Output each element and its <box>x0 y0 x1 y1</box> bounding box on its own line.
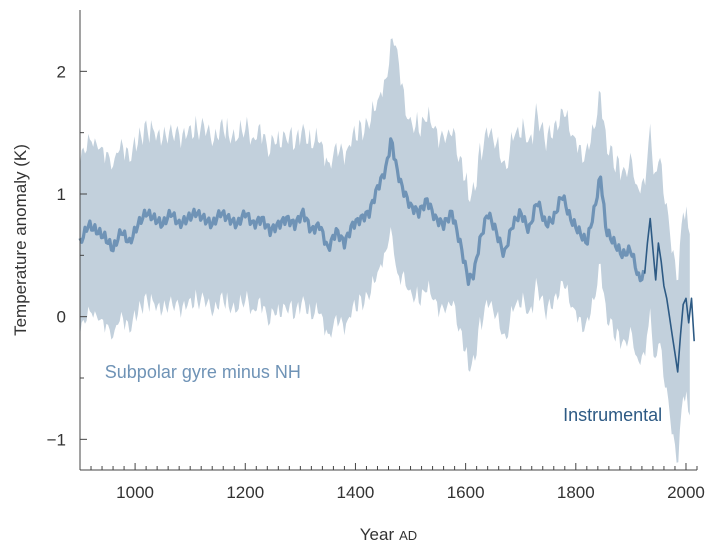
x-tick-label: 1400 <box>337 483 375 502</box>
x-axis-title-suffix: AD <box>399 528 417 543</box>
proxy-series-line <box>78 137 646 286</box>
instrumental-series-label: Instrumental <box>563 405 662 425</box>
y-tick-label: 2 <box>57 62 66 81</box>
x-axis-title-main: Year <box>360 525 395 544</box>
y-axis-title: Temperature anomaly (K) <box>11 144 30 336</box>
x-tick-label: 2000 <box>667 483 705 502</box>
x-tick-label: 1000 <box>116 483 154 502</box>
y-tick-label: −1 <box>47 430 66 449</box>
x-tick-label: 1600 <box>447 483 485 502</box>
y-tick-label: 1 <box>57 185 66 204</box>
proxy-series-label: Subpolar gyre minus NH <box>105 362 301 382</box>
axes: 1000 1200 1400 1600 1800 2000 −1 0 1 2 <box>47 10 705 502</box>
y-tick-label: 0 <box>57 308 66 327</box>
plot-area <box>78 38 695 463</box>
uncertainty-band <box>80 38 690 463</box>
x-tick-label: 1800 <box>557 483 595 502</box>
x-tick-label: 1200 <box>226 483 264 502</box>
x-axis-title: Year AD <box>360 525 417 544</box>
instrumental-series-line <box>643 217 695 373</box>
